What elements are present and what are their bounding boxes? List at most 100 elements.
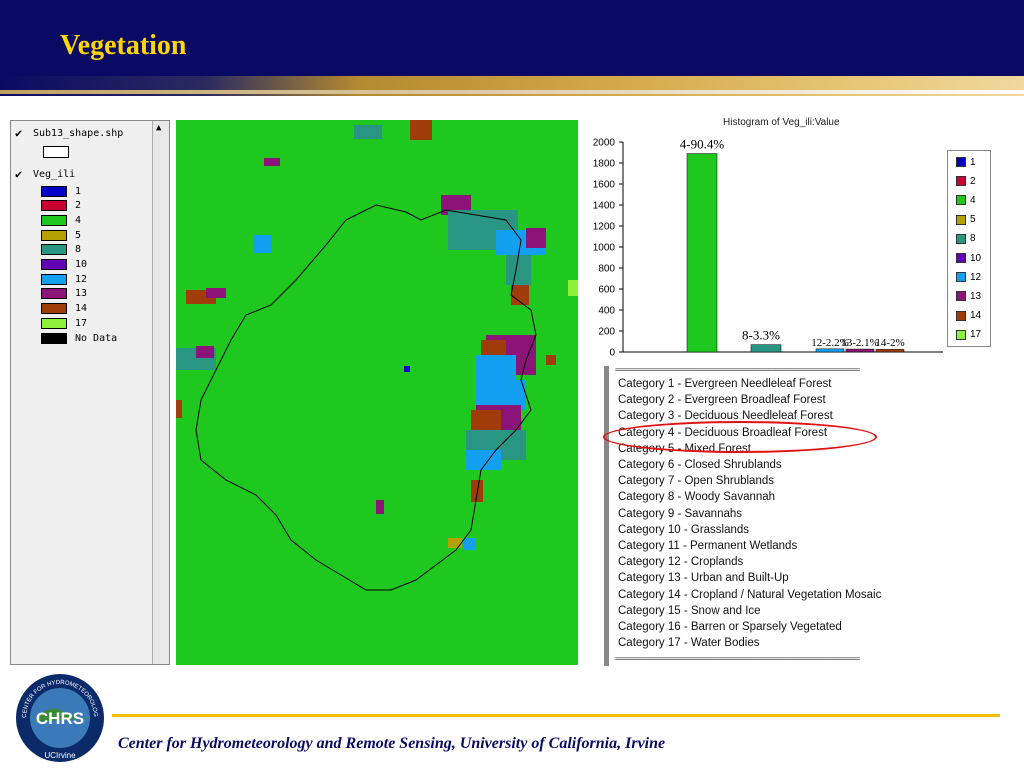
histogram-legend-swatch	[956, 310, 966, 321]
category-list: ========================================…	[604, 365, 937, 666]
histogram-legend-swatch	[956, 272, 966, 283]
legend-item: 4	[41, 214, 81, 226]
rule-bottom: ========================================…	[615, 654, 860, 663]
histogram-legend-swatch	[956, 291, 966, 302]
category-item: Category 1 - Evergreen Needleleaf Forest	[618, 378, 832, 390]
histogram-chart: Histogram of Veg_ili:Value 2000 1800 1600 1…	[583, 112, 993, 367]
legend-label: 10	[75, 259, 88, 270]
histogram-legend-swatch	[956, 157, 966, 167]
rule-top: ========================================…	[615, 365, 860, 374]
histogram-legend-label: 2	[970, 175, 976, 187]
legend-swatch	[41, 244, 67, 256]
histogram-legend-label: 17	[970, 329, 982, 341]
logo-bottom-text: UCIrvine	[44, 751, 76, 760]
y-tick-label: 0	[609, 348, 615, 359]
histogram-legend-item: 5	[956, 214, 976, 226]
legend-item: 2	[41, 200, 81, 212]
category-item: Category 10 - Grasslands	[618, 523, 750, 536]
category-item: Category 2 - Evergreen Broadleaf Forest	[618, 394, 826, 407]
legend-label: 4	[75, 214, 82, 226]
legend-item: 13	[41, 288, 87, 300]
category-item: Category 14 - Cropland / Natural Vegetat…	[618, 588, 882, 601]
histogram-legend-item: 8	[956, 233, 976, 245]
highlight-ellipse	[603, 421, 877, 453]
histogram-legend-swatch	[956, 329, 966, 340]
title-bar	[0, 0, 1024, 78]
category-item: Category 6 - Closed Shrublands	[618, 459, 782, 471]
histogram-legend-item: 12	[956, 271, 982, 283]
data-label: 13-2.1%	[841, 337, 879, 349]
chart-axes	[622, 142, 943, 353]
legend-label: 12	[75, 273, 88, 285]
histogram-legend-swatch	[956, 195, 966, 206]
category-item: Category 7 - Open Shrublands	[618, 475, 774, 488]
watershed-boundary	[195, 204, 537, 591]
category-item: Category 9 - Savannahs	[618, 507, 743, 520]
histogram-legend-label: 4	[970, 194, 976, 206]
y-tick-label: 1600	[593, 180, 616, 191]
data-label: 8-3.3%	[742, 328, 780, 343]
layer-name-raster: Veg_ili	[33, 168, 76, 180]
legend-label: No Data	[75, 332, 118, 344]
histogram-svg: 20001800160014001200100080060040020004-9…	[593, 137, 943, 359]
legend-item: 14	[41, 303, 87, 315]
histogram-legend: 1 2 4 5 8 10 12 13 14 17	[947, 150, 991, 347]
y-tick-label: 600	[598, 285, 615, 296]
legend-label: 2	[75, 200, 82, 212]
shape-symbol	[43, 146, 69, 158]
legend-swatch	[41, 229, 67, 241]
header-stripe-highlight	[0, 90, 1024, 94]
histogram-legend-label: 1	[970, 156, 976, 168]
legend-item: 5	[41, 229, 81, 241]
bar-12	[815, 348, 845, 353]
data-label: 12-2.2%	[811, 337, 849, 349]
legend-label: 1	[75, 185, 82, 197]
histogram-legend-label: 5	[970, 214, 976, 226]
logo-text: CHRS	[36, 709, 84, 728]
histogram-legend-label: 12	[970, 271, 982, 283]
legend-swatch	[41, 214, 67, 226]
y-tick-label: 1400	[593, 201, 616, 212]
checkmark-icon[interactable]: ✔	[15, 167, 23, 181]
bar-4	[686, 153, 718, 353]
legend-item: 10	[41, 259, 87, 271]
histogram-legend-swatch	[956, 253, 966, 263]
map-graphic	[176, 120, 578, 591]
data-label: 4-90.4%	[680, 137, 725, 152]
bar-14	[875, 349, 905, 353]
category-item: Category 3 - Deciduous Needleleaf Forest	[618, 410, 833, 423]
legend-swatch	[41, 200, 67, 212]
category-item: Category 16 - Barren or Sparsely Vegetat…	[618, 621, 842, 633]
histogram-legend-swatch	[956, 176, 966, 187]
footer-rule	[112, 714, 1000, 717]
histogram-legend-item: 14	[956, 310, 982, 322]
land-patches	[176, 120, 578, 550]
data-label: 14-2%	[875, 337, 904, 349]
layer-row-shape[interactable]: ✔ Sub13_shape.shp	[15, 127, 123, 139]
histogram-legend-label: 14	[970, 310, 982, 322]
layer-row-raster[interactable]: ✔ Veg_ili	[15, 168, 75, 180]
chrs-logo: CHRS UCIrvine CENTER FOR HYDROMETEOROLOG…	[14, 672, 104, 762]
legend-swatch	[41, 288, 67, 300]
histogram-legend-item: 1	[956, 156, 976, 168]
legend-item: 1	[41, 185, 81, 197]
bar-8	[750, 344, 782, 353]
scrollbar[interactable]: ▲	[152, 121, 169, 664]
legend-label: 13	[75, 288, 88, 300]
legend-swatch	[41, 303, 67, 315]
layers-panel: ✔ Sub13_shape.shp ✔ Veg_ili 1 2 4 5 8 10 12 13 1…	[10, 120, 170, 665]
category-item: Category 13 - Urban and Built-Up	[618, 572, 789, 585]
checkmark-icon[interactable]: ✔	[15, 126, 23, 140]
histogram-legend-swatch	[956, 214, 966, 225]
legend-item: No Data	[41, 332, 117, 344]
legend-swatch	[41, 185, 67, 197]
category-item: Category 15 - Snow and Ice	[618, 604, 761, 617]
y-tick-label: 400	[598, 306, 615, 317]
chart-title: Histogram of Veg_ili:Value	[723, 117, 840, 128]
histogram-legend-item: 13	[956, 290, 982, 302]
histogram-legend-label: 8	[970, 233, 976, 245]
legend-label: 8	[75, 244, 82, 256]
histogram-legend-label: 13	[970, 290, 982, 302]
scroll-up-icon[interactable]: ▲	[156, 123, 162, 133]
vegetation-map	[176, 120, 578, 665]
